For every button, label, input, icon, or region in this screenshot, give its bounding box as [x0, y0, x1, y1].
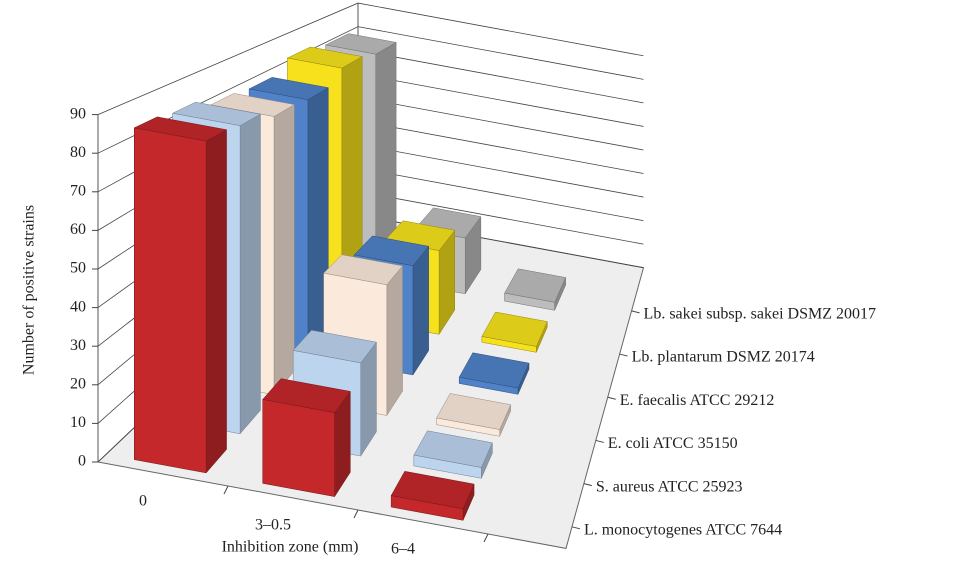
x-tick-label: 6–4	[391, 541, 415, 558]
bar	[436, 393, 512, 437]
y-tick-label: 10	[70, 414, 86, 431]
y-tick-label: 20	[70, 375, 86, 392]
y-tick-label: 0	[78, 453, 86, 470]
y-tick-label: 80	[70, 144, 86, 161]
bar	[481, 311, 548, 353]
bar	[504, 268, 566, 311]
bar	[458, 352, 530, 395]
x-tick-label: 0	[139, 493, 147, 510]
bar	[133, 116, 228, 474]
bar	[413, 430, 493, 479]
bar	[262, 378, 351, 498]
z-tick	[619, 353, 628, 357]
y-tick-label: 40	[70, 298, 86, 315]
legend-label: E. coli ATCC 35150	[608, 435, 738, 452]
y-tick-label: 60	[70, 221, 86, 238]
y-tick-label: 70	[70, 182, 86, 199]
z-tick	[595, 439, 604, 443]
legend-label: Lb. sakei subsp. sakei DSMZ 20017	[644, 306, 876, 323]
z-tick	[571, 526, 581, 530]
x-axis-title: Inhibition zone (mm)	[222, 539, 359, 556]
grid-line	[97, 2, 644, 115]
x-tick	[223, 485, 229, 495]
y-tick-label: 30	[70, 337, 86, 354]
y-axis-title: Number of positive strains	[21, 205, 38, 375]
legend-label: L. monocytogenes ATCC 7644	[584, 521, 782, 538]
x-tick	[483, 533, 489, 543]
legend-label: E. faecalis ATCC 29212	[620, 392, 775, 409]
x-tick	[353, 509, 359, 519]
y-tick-label: 50	[70, 260, 86, 277]
legend-label: Lb. plantarum DSMZ 20174	[632, 349, 815, 366]
z-tick	[583, 483, 593, 487]
y-tick-label: 90	[70, 105, 86, 122]
z-tick	[631, 310, 640, 314]
legend-label: S. aureus ATCC 25923	[596, 478, 743, 495]
z-tick	[607, 396, 616, 400]
x-tick-label: 3–0.5	[255, 517, 291, 534]
bar	[390, 471, 475, 521]
